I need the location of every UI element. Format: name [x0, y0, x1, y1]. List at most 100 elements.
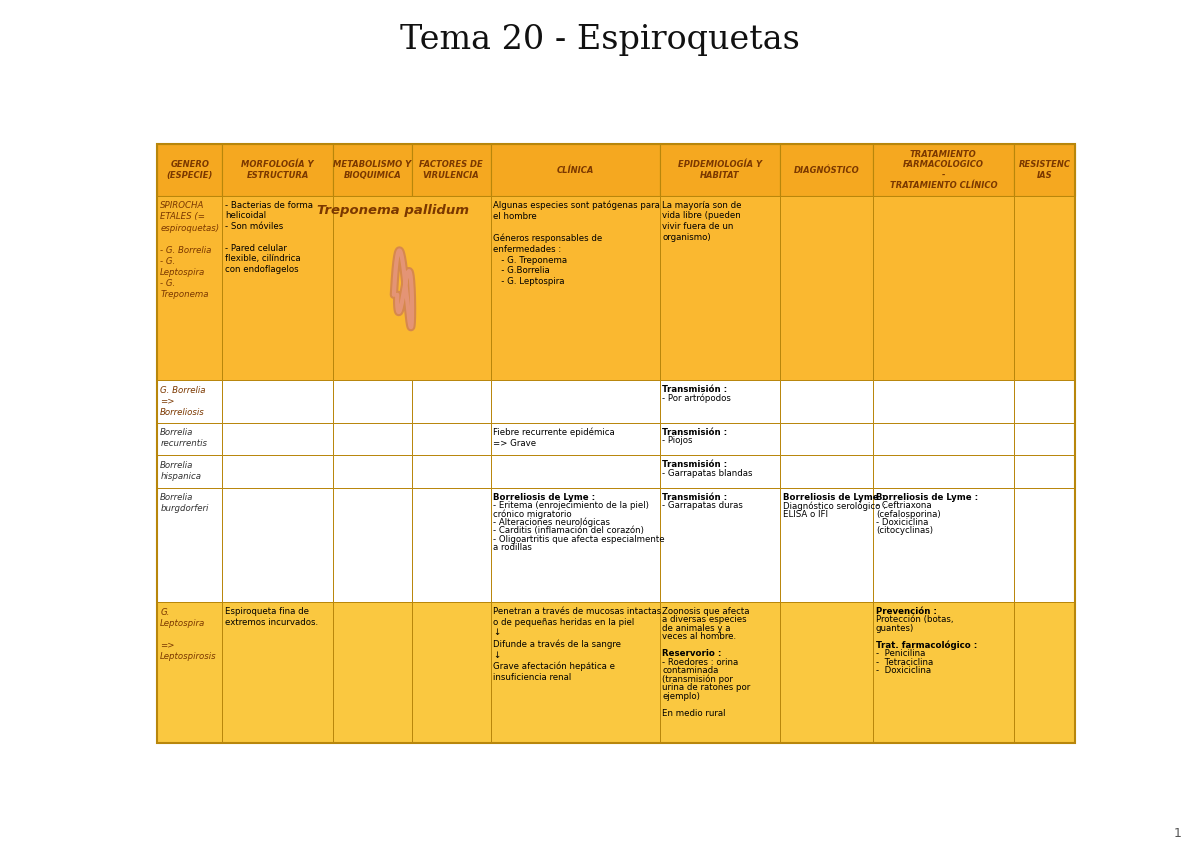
- Bar: [491, 488, 660, 602]
- Bar: [222, 455, 334, 488]
- Bar: [874, 423, 1014, 455]
- Bar: [157, 144, 222, 196]
- Bar: [874, 381, 1014, 423]
- Text: Fiebre recurrente epidémica
=> Grave: Fiebre recurrente epidémica => Grave: [493, 427, 616, 448]
- Text: Reservorio :: Reservorio :: [662, 650, 721, 658]
- Bar: [334, 423, 412, 455]
- Text: En medio rural: En medio rural: [662, 709, 726, 717]
- Text: Treponema pallidum: Treponema pallidum: [317, 204, 469, 217]
- Text: -  Tetraciclina: - Tetraciclina: [876, 658, 934, 667]
- Text: Espiroqueta fina de
extremos incurvados.: Espiroqueta fina de extremos incurvados.: [224, 607, 318, 627]
- Bar: [491, 381, 660, 423]
- Text: de animales y a: de animales y a: [662, 624, 731, 633]
- Text: SPIROCHA
ETALES (=
espiroquetas)

- G. Borrelia
- G.
Leptospira
- G.
Treponema: SPIROCHA ETALES (= espiroquetas) - G. Bo…: [161, 201, 220, 299]
- Text: - Piojos: - Piojos: [662, 436, 692, 445]
- Bar: [1014, 423, 1075, 455]
- Text: (transmisión por: (transmisión por: [662, 675, 733, 684]
- Bar: [780, 381, 874, 423]
- Text: a diversas especies: a diversas especies: [662, 616, 748, 624]
- Text: - Oligoartritis que afecta especialmente: - Oligoartritis que afecta especialmente: [493, 535, 665, 544]
- Text: Prevención :: Prevención :: [876, 607, 937, 616]
- Text: urina de ratones por: urina de ratones por: [662, 683, 751, 692]
- Text: DIAGNÓSTICO: DIAGNÓSTICO: [793, 165, 859, 175]
- Bar: [222, 196, 334, 381]
- Text: veces al hombre.: veces al hombre.: [662, 633, 737, 641]
- Text: - Por artrópodos: - Por artrópodos: [662, 393, 731, 403]
- Bar: [780, 488, 874, 602]
- Text: Borrelia
recurrentis: Borrelia recurrentis: [161, 428, 208, 449]
- Text: Zoonosis que afecta: Zoonosis que afecta: [662, 607, 750, 616]
- Bar: [660, 455, 780, 488]
- Text: Borreliosis de Lyme :: Borreliosis de Lyme :: [493, 493, 595, 501]
- Bar: [491, 144, 660, 196]
- Text: TRATAMIENTO
FARMACOLOGICO
-
TRATAMIENTO CLÍNICO: TRATAMIENTO FARMACOLOGICO - TRATAMIENTO …: [889, 150, 997, 190]
- Text: ELISA o IFI: ELISA o IFI: [782, 510, 828, 518]
- Text: guantes): guantes): [876, 624, 914, 633]
- Bar: [412, 455, 491, 488]
- Bar: [874, 455, 1014, 488]
- Text: FACTORES DE
VIRULENCIA: FACTORES DE VIRULENCIA: [419, 160, 484, 180]
- Text: - Garrapatas blandas: - Garrapatas blandas: [662, 468, 752, 477]
- Bar: [491, 455, 660, 488]
- Bar: [334, 144, 412, 196]
- Text: (citocyclinas): (citocyclinas): [876, 527, 932, 535]
- Text: Transmisión :: Transmisión :: [662, 493, 727, 501]
- Text: Borrelia
burgdorferi: Borrelia burgdorferi: [161, 494, 209, 513]
- Bar: [157, 423, 222, 455]
- Text: METABOLISMO Y
BIOQUIMICA: METABOLISMO Y BIOQUIMICA: [334, 160, 412, 180]
- Bar: [491, 602, 660, 743]
- Text: Protección (botas,: Protección (botas,: [876, 616, 954, 624]
- Bar: [660, 423, 780, 455]
- Bar: [334, 455, 412, 488]
- Text: G. Borrelia
=>
Borreliosis: G. Borrelia => Borreliosis: [161, 386, 205, 417]
- Bar: [334, 196, 412, 381]
- Text: Diagnóstico serológico :: Diagnóstico serológico :: [782, 501, 886, 510]
- Bar: [157, 455, 222, 488]
- Bar: [660, 602, 780, 743]
- Text: Penetran a través de mucosas intactas
o de pequeñas heridas en la piel
↓
Difunde: Penetran a través de mucosas intactas o …: [493, 607, 661, 682]
- Bar: [222, 144, 334, 196]
- Text: Transmisión :: Transmisión :: [662, 427, 727, 437]
- Bar: [412, 381, 491, 423]
- Text: - Bacterias de forma
helicoidal
- Son móviles

- Pared celular
flexible, cilíndr: - Bacterias de forma helicoidal - Son mó…: [224, 201, 313, 274]
- Text: - Eritema (enrojecimiento de la piel): - Eritema (enrojecimiento de la piel): [493, 501, 649, 510]
- Bar: [412, 144, 491, 196]
- Bar: [1014, 196, 1075, 381]
- Bar: [874, 196, 1014, 381]
- Bar: [780, 196, 874, 381]
- Text: a rodillas: a rodillas: [493, 544, 533, 552]
- Text: - Alteraciones neurológicas: - Alteraciones neurológicas: [493, 518, 611, 527]
- Bar: [1014, 381, 1075, 423]
- Text: Algunas especies sont patógenas para
el hombre

Géneros responsables de
enfermed: Algunas especies sont patógenas para el …: [493, 201, 660, 286]
- Text: - Garrapatas duras: - Garrapatas duras: [662, 501, 743, 510]
- Bar: [660, 144, 780, 196]
- Text: - Carditis (inflamación del corazón): - Carditis (inflamación del corazón): [493, 527, 644, 535]
- Text: Tema 20 - Espiroquetas: Tema 20 - Espiroquetas: [400, 24, 800, 56]
- Bar: [660, 381, 780, 423]
- Bar: [660, 488, 780, 602]
- Text: contaminada: contaminada: [662, 667, 719, 675]
- Text: 1: 1: [1174, 827, 1182, 840]
- Text: La mayoría son de
vida libre (pueden
vivir fuera de un
organismo): La mayoría son de vida libre (pueden viv…: [662, 201, 742, 242]
- Bar: [412, 488, 491, 602]
- Text: RESISTENC
IAS: RESISTENC IAS: [1019, 160, 1070, 180]
- Bar: [222, 381, 334, 423]
- Bar: [222, 488, 334, 602]
- Text: EPIDEMIOLOGÍA Y
HABITAT: EPIDEMIOLOGÍA Y HABITAT: [678, 160, 762, 180]
- Bar: [491, 423, 660, 455]
- Bar: [222, 423, 334, 455]
- Bar: [334, 602, 412, 743]
- Text: Borreliosis de Lyme :: Borreliosis de Lyme :: [876, 493, 978, 501]
- Text: Transmisión :: Transmisión :: [662, 385, 727, 394]
- Bar: [222, 602, 334, 743]
- Text: ejemplo): ejemplo): [662, 692, 701, 700]
- Bar: [412, 602, 491, 743]
- Text: GENERO
(ESPECIE): GENERO (ESPECIE): [167, 160, 212, 180]
- Bar: [780, 602, 874, 743]
- Text: G.
Leptospira

=>
Leptospirosis: G. Leptospira => Leptospirosis: [161, 607, 217, 661]
- Bar: [412, 423, 491, 455]
- Text: crónico migratorio: crónico migratorio: [493, 510, 572, 519]
- Bar: [334, 196, 491, 381]
- Bar: [1014, 455, 1075, 488]
- Text: CLÍNICA: CLÍNICA: [557, 165, 594, 175]
